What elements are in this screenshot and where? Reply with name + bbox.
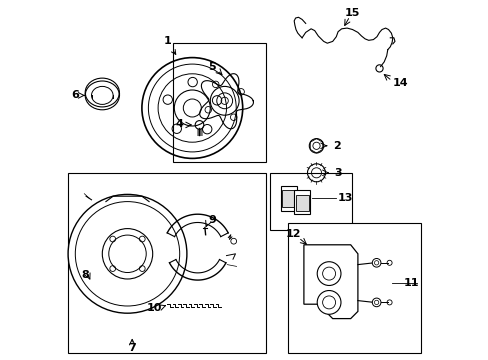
- Text: 6: 6: [71, 90, 79, 100]
- Bar: [115, 241, 140, 266]
- Text: 15: 15: [344, 8, 360, 18]
- Circle shape: [371, 298, 380, 307]
- Bar: [295, 195, 308, 211]
- Circle shape: [102, 229, 152, 279]
- Text: 8: 8: [81, 270, 89, 280]
- Bar: [68, 173, 265, 353]
- Circle shape: [68, 194, 186, 313]
- Text: 3: 3: [334, 168, 342, 178]
- Ellipse shape: [91, 86, 113, 104]
- Text: 14: 14: [392, 78, 407, 88]
- Text: 9: 9: [208, 215, 216, 225]
- Ellipse shape: [85, 81, 119, 110]
- Text: 5: 5: [208, 62, 216, 72]
- Text: 11: 11: [403, 278, 418, 288]
- Bar: [280, 186, 296, 211]
- Text: 10: 10: [146, 303, 162, 313]
- Bar: [294, 190, 310, 214]
- Text: 7: 7: [128, 343, 136, 354]
- Bar: [287, 223, 420, 353]
- Text: 2: 2: [332, 141, 340, 151]
- Bar: [269, 173, 352, 230]
- Circle shape: [317, 291, 340, 314]
- Text: 1: 1: [163, 36, 175, 54]
- Bar: [282, 190, 294, 207]
- Circle shape: [371, 258, 380, 267]
- Bar: [172, 43, 265, 162]
- Circle shape: [317, 262, 340, 285]
- Text: 12: 12: [285, 229, 300, 239]
- Text: 4: 4: [175, 119, 183, 129]
- Text: 13: 13: [337, 193, 353, 203]
